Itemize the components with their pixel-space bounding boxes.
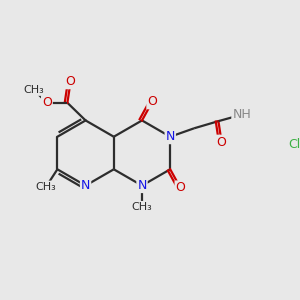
Text: NH: NH xyxy=(232,108,251,121)
Text: O: O xyxy=(176,182,185,194)
Text: O: O xyxy=(66,75,76,88)
Text: N: N xyxy=(137,179,147,192)
Text: O: O xyxy=(42,96,52,109)
Text: Cl: Cl xyxy=(288,138,300,151)
Text: CH₃: CH₃ xyxy=(36,182,57,191)
Text: N: N xyxy=(166,130,175,143)
Text: N: N xyxy=(81,179,90,192)
Text: O: O xyxy=(147,95,157,108)
Text: CH₃: CH₃ xyxy=(132,202,152,212)
Text: CH₃: CH₃ xyxy=(24,85,44,95)
Text: O: O xyxy=(217,136,226,148)
